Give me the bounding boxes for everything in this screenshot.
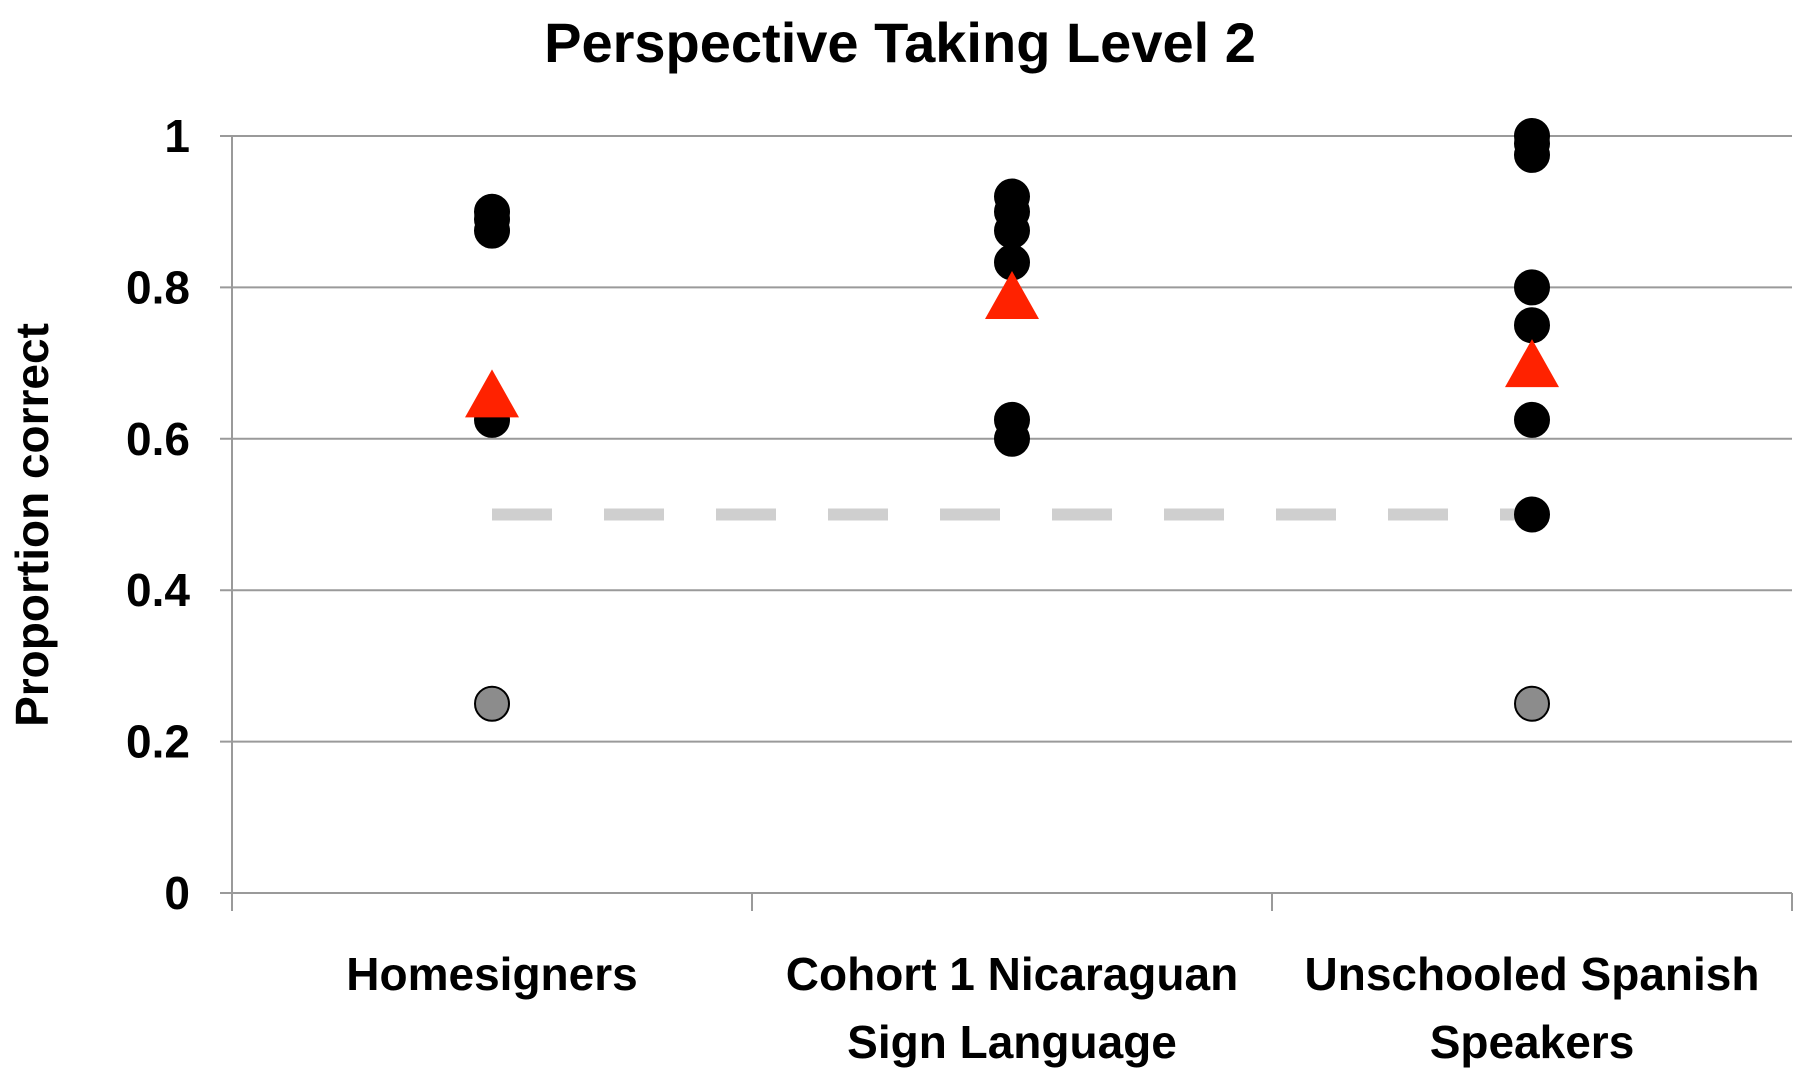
chart-title: Perspective Taking Level 2 bbox=[544, 11, 1256, 74]
mean-marker bbox=[1505, 339, 1559, 388]
y-tick-label: 1 bbox=[164, 110, 190, 162]
y-tick-label: 0.8 bbox=[126, 261, 190, 313]
category-label: Cohort 1 Nicaraguan bbox=[786, 948, 1238, 1000]
data-point bbox=[994, 420, 1030, 457]
y-axis-title: Proportion correct bbox=[6, 323, 58, 727]
mean-marker bbox=[465, 369, 519, 418]
data-point bbox=[1514, 269, 1550, 306]
y-tick-label: 0.6 bbox=[126, 413, 190, 465]
category-labels: Homesigners Cohort 1 Nicaraguan Sign Langu… bbox=[346, 948, 1759, 1068]
data-point bbox=[1514, 136, 1550, 173]
data-point bbox=[474, 212, 510, 249]
y-tick-label: 0.2 bbox=[126, 716, 190, 768]
data-point bbox=[1514, 685, 1550, 722]
data-point bbox=[1514, 401, 1550, 438]
data-point bbox=[1514, 307, 1550, 344]
y-tick-labels: 0 0.2 0.4 0.6 0.8 1 bbox=[126, 110, 190, 919]
axes bbox=[220, 136, 1793, 911]
mean-marker bbox=[985, 270, 1039, 319]
y-tick-label: 0.4 bbox=[126, 564, 190, 616]
category-label: Sign Language bbox=[847, 1016, 1177, 1068]
category-label: Speakers bbox=[1430, 1016, 1635, 1068]
data-marks bbox=[465, 118, 1559, 722]
data-point bbox=[994, 212, 1030, 249]
category-label: Homesigners bbox=[346, 948, 637, 1000]
data-point bbox=[474, 685, 510, 722]
data-point bbox=[1514, 496, 1550, 533]
category-label: Unschooled Spanish bbox=[1305, 948, 1760, 1000]
y-tick-label: 0 bbox=[164, 867, 190, 919]
